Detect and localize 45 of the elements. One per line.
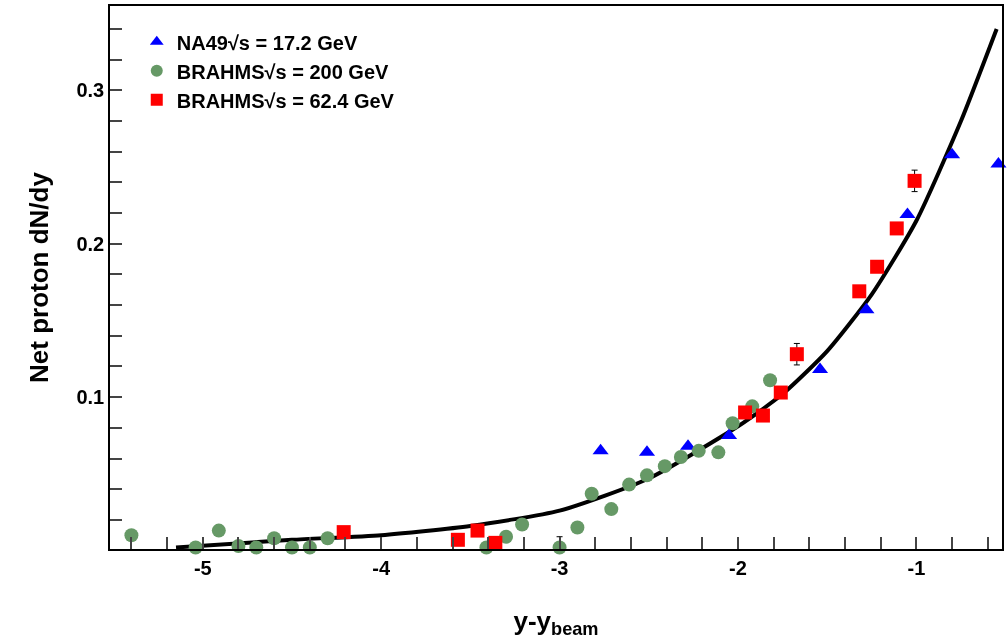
y-tick-label: 0.2 <box>76 232 105 255</box>
point <box>725 416 740 431</box>
point <box>755 408 770 423</box>
x-axis-title: y-y$_{beam}$ <box>513 605 599 639</box>
point <box>336 525 351 540</box>
point <box>711 445 726 460</box>
point <box>907 173 922 188</box>
point <box>852 284 867 299</box>
point <box>889 221 904 236</box>
point <box>211 523 226 538</box>
point <box>267 531 282 546</box>
point <box>584 486 599 501</box>
point <box>604 502 619 517</box>
y-axis-title: Net proton dN/dy <box>23 171 54 383</box>
x-tick-label: -5 <box>193 556 212 579</box>
point <box>592 443 609 455</box>
point <box>773 385 788 400</box>
x-tick-label: -2 <box>729 556 747 579</box>
point <box>622 477 637 492</box>
point <box>763 373 778 388</box>
point <box>899 207 916 219</box>
point <box>450 532 465 547</box>
legend-label: BRAHMS√s = 62.4 GeV <box>176 89 395 112</box>
x-tick-label: -1 <box>907 556 926 579</box>
legend-label: BRAHMS√s = 200 GeV <box>176 60 390 83</box>
point <box>320 531 335 546</box>
legend-label: NA49√s = 17.2 GeV <box>176 31 358 54</box>
point <box>657 459 672 474</box>
point <box>470 523 485 538</box>
point <box>691 443 706 458</box>
point <box>673 449 688 464</box>
x-tick-label: -4 <box>372 556 391 579</box>
point <box>124 528 139 543</box>
point <box>570 520 585 535</box>
point <box>515 517 530 532</box>
point <box>499 529 514 544</box>
y-tick-label: 0.1 <box>76 386 105 409</box>
y-tick-label: 0.3 <box>76 79 105 102</box>
point <box>789 347 804 362</box>
x-tick-label: -3 <box>550 556 569 579</box>
point <box>488 535 503 550</box>
point <box>870 259 885 274</box>
point <box>639 468 654 483</box>
point <box>858 302 875 314</box>
point <box>738 405 753 420</box>
